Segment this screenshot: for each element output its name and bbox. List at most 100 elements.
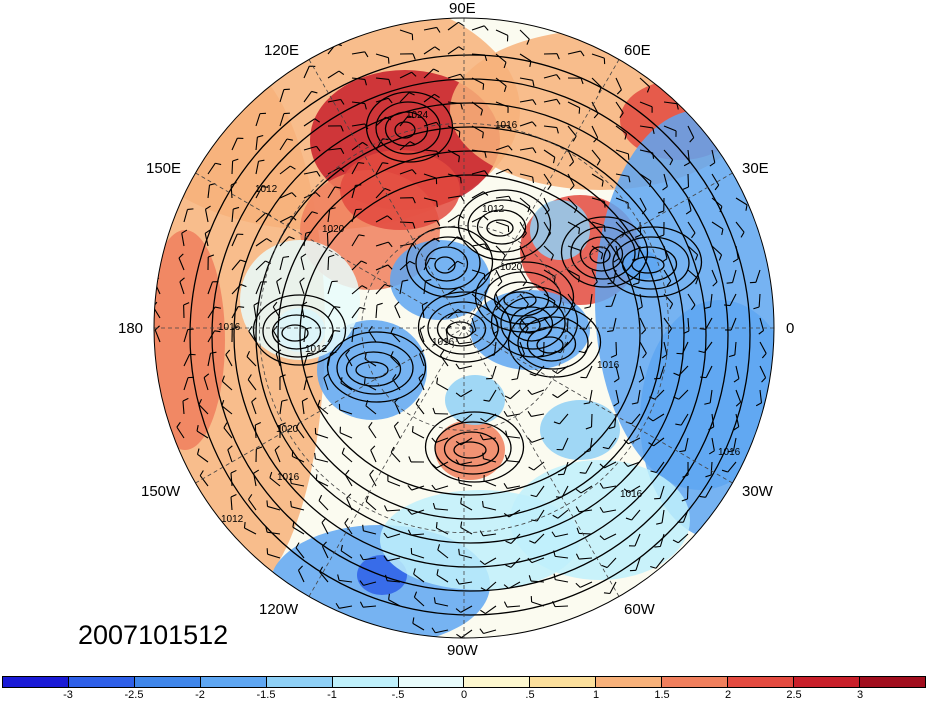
wind-barb: [567, 125, 577, 142]
wind-barb: [423, 149, 440, 158]
wind-barb: [436, 377, 449, 391]
wind-barb: [495, 195, 513, 202]
wind-barb: [204, 205, 211, 223]
wind-barb: [207, 254, 215, 271]
wind-barb: [394, 397, 401, 415]
wind-barb: [327, 306, 341, 319]
colorbar-tick-label: 1: [592, 689, 600, 701]
wind-barb: [727, 437, 737, 453]
wind-barb: [527, 437, 545, 443]
isobar-label: 1016: [718, 447, 741, 458]
wind-barb: [726, 269, 737, 284]
anomaly-region: [340, 150, 460, 230]
wind-barb: [399, 53, 416, 60]
isobar-label: 1020: [322, 224, 345, 235]
wind-barb: [687, 269, 699, 285]
wind-barb: [567, 77, 584, 85]
wind-barb: [207, 306, 222, 319]
colorbar-swatch: [68, 677, 135, 687]
wind-barb: [340, 544, 353, 559]
wind-barb: [479, 530, 497, 537]
wind-barb: [495, 53, 507, 69]
wind-barb: [303, 352, 314, 367]
wind-barb: [335, 602, 353, 609]
wind-barb: [735, 197, 748, 211]
anomaly-region: [317, 320, 427, 420]
wind-barb: [749, 269, 761, 284]
wind-barb: [492, 317, 499, 335]
polar-map: 1024 1016 1012 1020 1020 1016 1012 1016 1016 1020…: [153, 17, 775, 639]
colorbar-swatch: [464, 677, 531, 687]
isobar-label: 1016: [432, 337, 455, 348]
isobar-ring: [484, 271, 562, 325]
wind-barb: [519, 197, 531, 213]
wind-barb: [519, 77, 535, 87]
wind-barb: [455, 578, 473, 585]
wind-barb: [503, 581, 521, 589]
wind-barb: [399, 260, 416, 271]
wind-barb: [447, 173, 462, 184]
isobar-ring: [517, 316, 589, 370]
wind-barb: [423, 173, 438, 185]
isobar-ring: [560, 216, 649, 288]
wind-barb: [407, 529, 425, 536]
wind-barb: [269, 471, 281, 487]
wind-barb: [183, 328, 194, 343]
wind-barb: [625, 509, 641, 521]
colorbar-tick-label: 1.5: [654, 689, 670, 701]
wind-barb: [447, 195, 465, 202]
wind-barb: [351, 77, 367, 86]
wind-barb: [721, 461, 737, 473]
wind-barb: [314, 427, 329, 439]
wind-barb: [407, 509, 425, 515]
wind-barb: [276, 277, 282, 295]
wind-barb: [591, 125, 599, 143]
wind-barb: [661, 341, 668, 359]
wind-barb: [279, 138, 293, 151]
wind-barb: [505, 533, 521, 545]
wind-barb: [575, 506, 593, 513]
isobar-ring: [507, 306, 602, 378]
wind-barb: [399, 279, 409, 295]
wind-barb: [223, 422, 233, 439]
wind-barb: [351, 101, 367, 110]
wind-barb: [543, 197, 550, 215]
wind-barb: [543, 173, 552, 191]
colorbar-swatch: [728, 677, 795, 687]
isobar-ring: [336, 341, 414, 395]
wind-barb: [341, 447, 353, 463]
wind-barb: [471, 269, 486, 280]
wind-barb: [704, 389, 713, 405]
wind-barb: [375, 215, 393, 223]
isobar-ring: [612, 236, 690, 290]
wind-barb: [303, 65, 316, 79]
wind-barb: [733, 413, 740, 431]
wind-barb: [579, 317, 593, 330]
colorbar-swatch: [134, 677, 201, 687]
wind-barb: [279, 236, 295, 247]
wind-barb: [527, 411, 545, 417]
wind-barb: [303, 375, 313, 391]
wind-barb: [479, 434, 497, 441]
wind-barb: [455, 437, 473, 446]
wind-barb: [654, 533, 665, 548]
wind-barb: [351, 306, 366, 319]
wind-barb: [733, 365, 740, 383]
wind-barb: [543, 53, 560, 60]
wind-barb: [183, 208, 194, 223]
wind-barb: [221, 375, 233, 391]
wind-barb: [375, 53, 390, 64]
wind-barb: [519, 341, 525, 359]
wind-barb: [552, 509, 569, 519]
isobar-label: 1012: [221, 514, 244, 525]
wind-barb: [615, 77, 622, 95]
wind-barb: [351, 123, 369, 130]
wind-barb: [303, 170, 321, 177]
wind-barb: [663, 101, 679, 110]
wind-barb: [724, 293, 737, 307]
wind-barb: [537, 341, 545, 358]
isobar-ring: [476, 209, 527, 245]
wind-barb: [471, 125, 484, 139]
wind-barb: [599, 533, 617, 541]
wind-barb: [431, 437, 449, 444]
